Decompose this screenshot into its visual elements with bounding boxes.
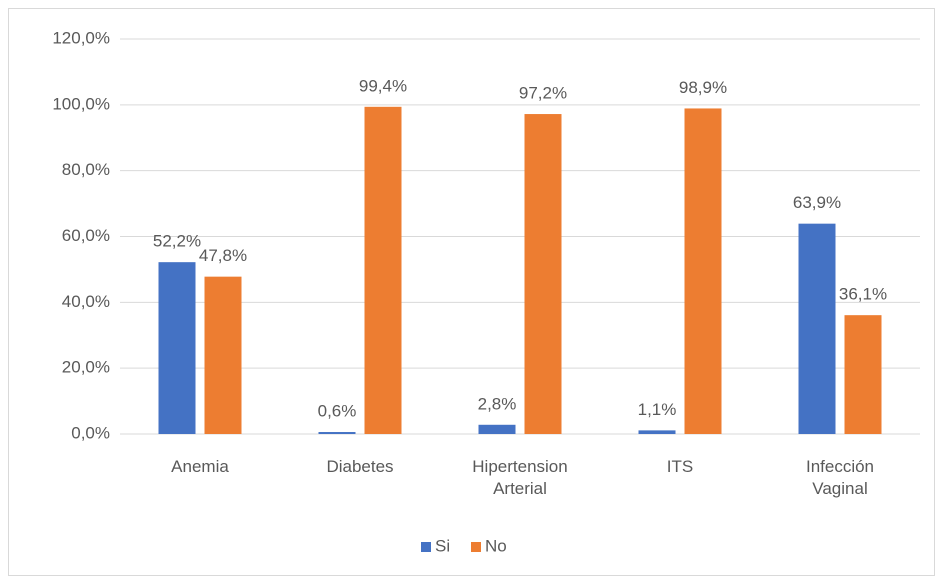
x-tick-label: Infección Vaginal [805, 457, 875, 498]
bar [204, 276, 242, 434]
data-label: 52,2% [153, 232, 201, 251]
data-label: 1,1% [638, 400, 677, 419]
y-tick-label: 80,0% [62, 160, 110, 179]
bar [524, 114, 562, 435]
y-tick-label: 120,0% [52, 28, 110, 47]
x-tick-label: Anemia [171, 457, 229, 476]
data-label: 98,9% [679, 78, 727, 97]
bar [158, 262, 196, 434]
data-label: 99,4% [359, 76, 407, 95]
data-label: 2,8% [478, 394, 517, 413]
bar [684, 108, 722, 435]
legend-label: Si [435, 536, 450, 555]
bar [844, 315, 882, 434]
legend-swatch [421, 542, 431, 552]
data-label: 0,6% [318, 402, 357, 421]
legend-swatch [471, 542, 481, 552]
x-tick-label: ITS [666, 457, 694, 476]
bar [798, 223, 836, 434]
bar [638, 430, 676, 434]
data-label: 36,1% [839, 285, 887, 304]
data-label: 97,2% [519, 84, 567, 103]
y-tick-label: 40,0% [62, 292, 110, 311]
data-label: 47,8% [199, 246, 247, 265]
bar [318, 432, 356, 434]
x-tick-label: Diabetes [326, 457, 394, 476]
y-tick-label: 60,0% [62, 226, 110, 245]
x-tick-label: Hipertension Arterial [472, 457, 568, 498]
y-tick-label: 20,0% [62, 358, 110, 377]
data-label: 63,9% [793, 193, 841, 212]
bar [364, 106, 402, 434]
y-tick-label: 0,0% [71, 423, 110, 442]
legend-label: No [485, 536, 507, 555]
y-tick-label: 100,0% [52, 94, 110, 113]
bar [478, 424, 516, 434]
